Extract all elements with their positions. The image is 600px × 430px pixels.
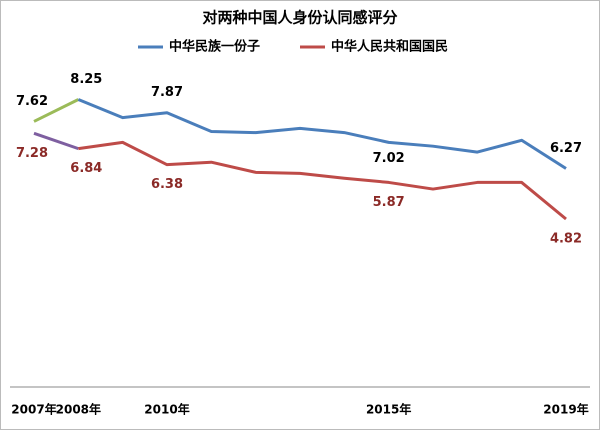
data-label: 5.87 xyxy=(373,195,405,210)
line xyxy=(77,98,567,170)
data-label: 6.84 xyxy=(70,161,102,176)
line xyxy=(78,140,567,221)
data-label: 8.25 xyxy=(70,72,102,87)
data-label: 7.87 xyxy=(151,85,183,100)
line-first-segment xyxy=(33,98,79,123)
line-first-segment xyxy=(33,131,79,151)
x-tick-label: 2015年 xyxy=(366,402,411,417)
legend-label: 中华人民共和国国民 xyxy=(331,39,448,55)
chart-title: 对两种中国人身份认同感评分 xyxy=(202,9,397,27)
x-tick-label: 2019年 xyxy=(543,402,588,417)
data-label: 4.82 xyxy=(550,232,582,247)
x-tick-label: 2008年 xyxy=(56,402,101,417)
data-label: 6.27 xyxy=(550,141,582,156)
data-label: 7.62 xyxy=(16,94,48,109)
data-label: 7.02 xyxy=(373,151,405,166)
legend-label: 中华民族一份子 xyxy=(169,39,260,55)
x-tick-label: 2010年 xyxy=(144,402,189,417)
data-label: 7.28 xyxy=(16,146,48,161)
x-tick-label: 2007年 xyxy=(11,402,56,417)
data-label: 6.38 xyxy=(151,177,183,192)
